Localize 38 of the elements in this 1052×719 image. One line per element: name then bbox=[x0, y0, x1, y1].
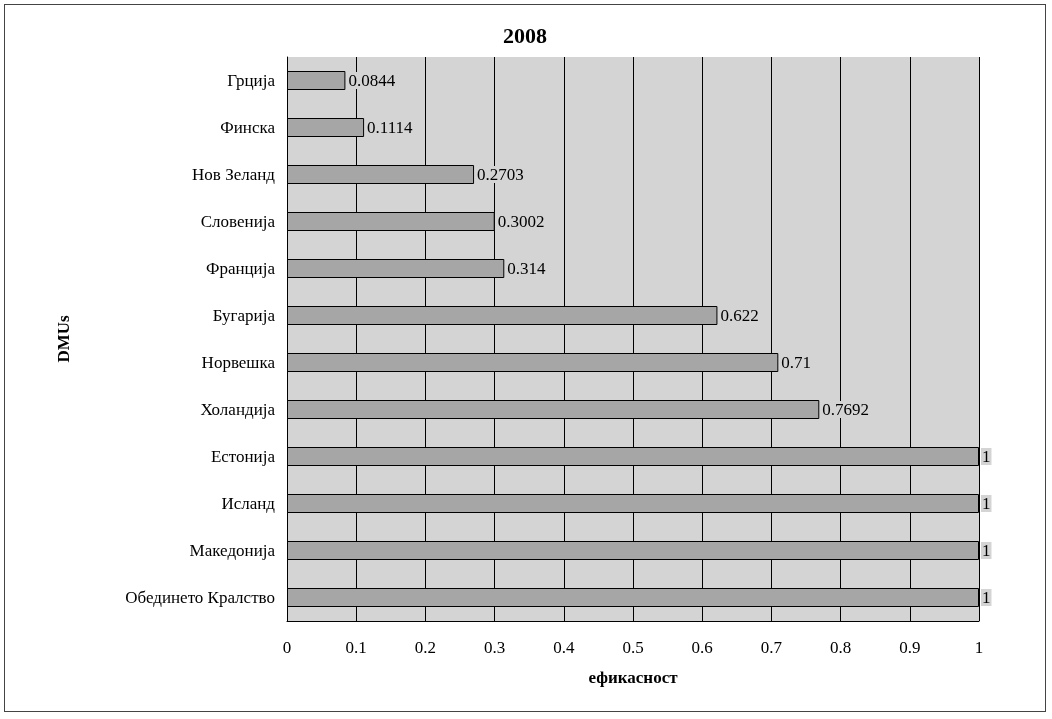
x-tick-label: 1 bbox=[974, 638, 984, 657]
x-axis-title: ефикасност bbox=[588, 668, 679, 687]
y-tick-label: Норвешка bbox=[201, 353, 276, 372]
data-label: 0.71 bbox=[781, 353, 812, 372]
data-label: 0.0844 bbox=[348, 71, 396, 90]
y-tick-label: Естонија bbox=[210, 447, 276, 466]
data-label: 0.3002 bbox=[497, 212, 545, 231]
x-tick-label: 0 bbox=[282, 638, 292, 657]
y-tick-label: Грција bbox=[227, 71, 276, 90]
data-label: 0.2703 bbox=[477, 165, 524, 184]
data-label: 0.1114 bbox=[367, 118, 414, 137]
x-tick-label: 0.1 bbox=[345, 638, 367, 657]
x-tick-label: 0.7 bbox=[760, 638, 783, 657]
x-tick-label: 0.8 bbox=[829, 638, 852, 657]
y-tick-label: Бугарија bbox=[212, 306, 276, 325]
y-tick-label: Словенија bbox=[200, 212, 276, 231]
data-label: 1 bbox=[982, 588, 991, 607]
x-tick-label: 0.4 bbox=[553, 638, 575, 657]
y-tick-label: Обединето Кралство bbox=[125, 588, 275, 607]
data-label: 0.314 bbox=[507, 259, 547, 278]
y-tick-label: Исланд bbox=[221, 494, 276, 513]
data-label: 1 bbox=[982, 541, 991, 560]
x-tick-label: 0.2 bbox=[414, 638, 437, 657]
y-axis-title: DMUs bbox=[54, 315, 73, 363]
y-tick-label: Финска bbox=[220, 118, 276, 137]
y-tick-label: Македонија bbox=[189, 541, 276, 560]
x-tick-label: 0.5 bbox=[622, 638, 644, 657]
data-label: 0.7692 bbox=[822, 400, 870, 419]
chart-title: 2008 bbox=[503, 22, 547, 48]
y-tick-label: Холандија bbox=[200, 400, 276, 419]
x-tick-label: 0.6 bbox=[691, 638, 713, 657]
data-label: 1 bbox=[982, 494, 991, 513]
x-tick-label: 0.9 bbox=[899, 638, 921, 657]
data-label: 1 bbox=[982, 447, 991, 466]
data-label: 0.622 bbox=[720, 306, 759, 325]
x-tick-label: 0.3 bbox=[483, 638, 506, 657]
y-tick-label: Нов Зеланд bbox=[192, 165, 276, 184]
y-tick-label: Франција bbox=[205, 259, 276, 278]
